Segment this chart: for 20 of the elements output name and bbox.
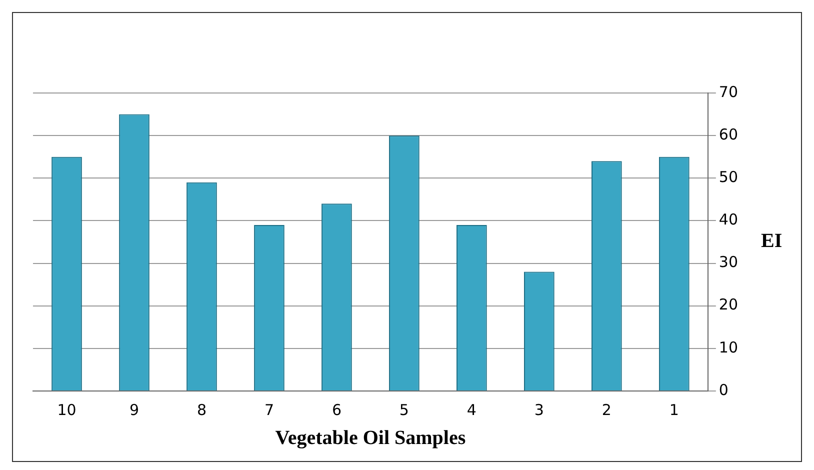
y-tick-label: 60 xyxy=(718,125,738,144)
y-tick-label: 10 xyxy=(718,338,738,356)
y-axis-title: EI xyxy=(761,230,782,252)
y-tick-label: 0 xyxy=(718,380,728,399)
x-tick-label: 9 xyxy=(129,400,140,419)
x-tick-label: 4 xyxy=(466,400,476,419)
y-tick-label: 70 xyxy=(718,82,738,101)
y-tick-label: 50 xyxy=(718,168,738,186)
x-axis-title: Vegetable Oil Samples xyxy=(275,427,466,450)
x-tick-label: 7 xyxy=(264,400,274,419)
x-tick-label: 3 xyxy=(534,400,544,419)
x-tick-label: 2 xyxy=(602,400,612,419)
y-tick-label: 30 xyxy=(718,253,738,272)
x-tick-label: 8 xyxy=(196,400,206,419)
x-tick-label: 6 xyxy=(332,400,342,419)
x-tick-label: 10 xyxy=(57,400,76,419)
y-tick-label: 20 xyxy=(718,296,738,314)
x-tick-label: 5 xyxy=(399,400,409,419)
x-tick-label: 1 xyxy=(669,400,679,419)
y-tick-label: 40 xyxy=(718,210,738,229)
